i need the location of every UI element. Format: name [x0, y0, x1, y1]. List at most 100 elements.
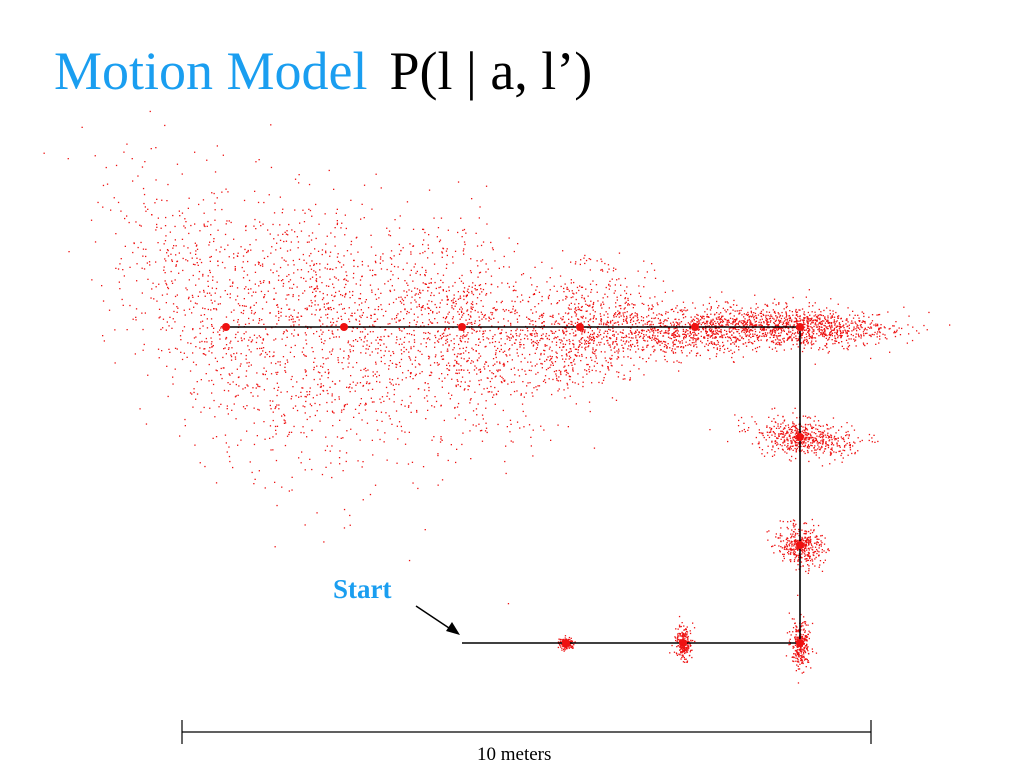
sample-point [819, 434, 821, 436]
sample-point [848, 442, 851, 444]
sample-point [787, 447, 789, 449]
sample-point [675, 339, 677, 341]
sample-point [638, 292, 640, 294]
sample-point [721, 291, 723, 293]
sample-point [434, 281, 436, 284]
sample-point [684, 658, 686, 660]
sample-point [579, 341, 581, 343]
sample-point [380, 256, 382, 258]
sample-point [574, 312, 576, 314]
sample-point [474, 288, 476, 290]
sample-point [415, 323, 417, 326]
sample-point [673, 328, 675, 330]
sample-point [826, 423, 828, 426]
sample-point [799, 320, 801, 322]
sample-point [437, 227, 440, 229]
sample-point [794, 317, 796, 319]
sample-point [636, 342, 638, 344]
sample-point [559, 372, 562, 374]
sample-point [547, 367, 549, 369]
sample-point [425, 269, 427, 271]
sample-point [486, 337, 488, 339]
sample-point [655, 329, 657, 332]
sample-point [826, 424, 828, 426]
sample-point [690, 321, 692, 323]
sample-point [436, 322, 439, 324]
sample-point [605, 324, 607, 326]
sample-point [492, 249, 494, 251]
sample-point [625, 334, 627, 337]
sample-point [729, 313, 731, 315]
sample-point [803, 640, 805, 642]
sample-point [795, 660, 797, 662]
sample-point [867, 326, 869, 328]
sample-point [833, 319, 835, 321]
sample-point [800, 650, 802, 652]
sample-point [681, 309, 683, 311]
sample-point [645, 361, 647, 363]
sample-point [570, 641, 572, 643]
sample-point [754, 324, 756, 326]
sample-point [559, 275, 562, 277]
sample-point [825, 345, 827, 347]
sample-point [773, 298, 776, 300]
sample-point [878, 329, 880, 331]
sample-point [471, 308, 473, 310]
sample-point [630, 344, 632, 346]
sample-point [666, 347, 668, 349]
sample-point [487, 365, 489, 367]
sample-point [673, 331, 676, 333]
sample-point [849, 445, 851, 447]
sample-point [703, 318, 705, 320]
sample-point [646, 340, 649, 342]
sample-point [819, 564, 821, 566]
sample-point [842, 325, 844, 327]
sample-point [498, 341, 500, 343]
sample-point [837, 330, 839, 332]
sample-point [805, 432, 807, 434]
sample-point [779, 535, 781, 537]
sample-point [802, 661, 804, 663]
sample-point [660, 349, 662, 351]
sample-point [824, 559, 826, 561]
sample-point [441, 358, 444, 360]
sample-point [684, 633, 686, 635]
sample-point [609, 357, 611, 359]
sample-point [460, 310, 463, 312]
sample-point [826, 327, 828, 330]
sample-point [779, 444, 781, 446]
sample-point [349, 291, 351, 293]
sample-point [809, 537, 811, 539]
sample-point [557, 424, 559, 426]
sample-point [809, 433, 811, 435]
sample-point [859, 440, 861, 443]
sample-point [683, 625, 685, 627]
sample-point [592, 342, 595, 344]
sample-point [824, 334, 827, 336]
sample-point [796, 646, 798, 648]
sample-point [798, 535, 800, 537]
sample-point [813, 329, 815, 331]
sample-point [457, 353, 459, 355]
sample-point [681, 650, 684, 652]
sample-point [478, 379, 480, 382]
sample-point [738, 419, 740, 422]
sample-point [552, 364, 554, 366]
sample-point [643, 348, 645, 351]
sample-point [813, 315, 815, 317]
sample-point [729, 337, 732, 339]
sample-point [616, 314, 619, 316]
sample-point [813, 524, 815, 527]
sample-point [828, 338, 830, 340]
sample-point [535, 332, 537, 334]
sample-point [503, 325, 506, 327]
sample-point [848, 435, 850, 437]
sample-point [811, 327, 814, 329]
sample-point [403, 303, 405, 306]
sample-point [482, 305, 484, 307]
sample-point [710, 342, 713, 345]
sample-point [807, 322, 809, 324]
sample-point [409, 359, 412, 361]
sample-point [582, 328, 584, 331]
sample-point [849, 314, 851, 316]
